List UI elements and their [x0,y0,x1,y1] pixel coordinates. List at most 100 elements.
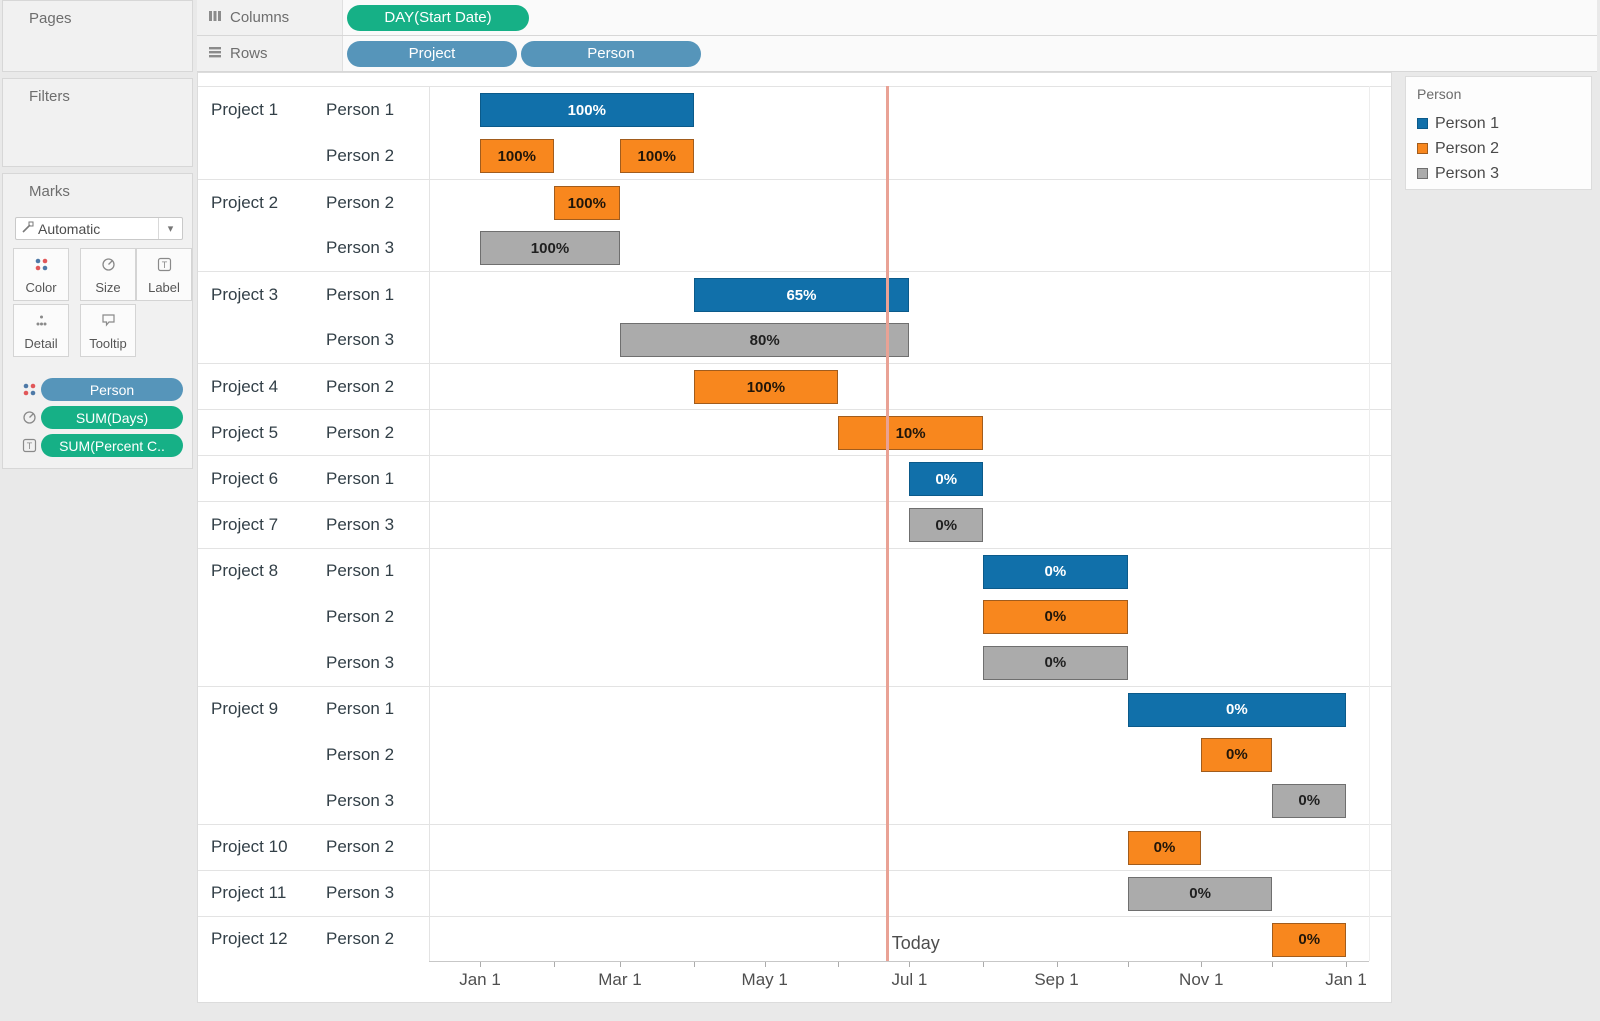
marks-pill[interactable]: Person [41,378,183,401]
gantt-bar[interactable]: 0% [1201,737,1273,772]
person-label: Person 2 [326,744,395,764]
gantt-bar[interactable]: 0% [1127,692,1346,727]
legend-item[interactable]: Person 2 [1417,136,1499,161]
project-label: Project 8 [211,561,279,581]
shelf-pill[interactable]: DAY(Start Date) [347,4,529,31]
pages-shelf[interactable]: Pages [2,0,193,72]
gantt-bar[interactable]: 0% [982,554,1128,589]
person-label: Person 2 [326,422,395,442]
axis-tick-label: May 1 [741,970,788,989]
gantt-bar[interactable]: 0% [909,508,983,543]
person-label: Person 3 [326,883,395,903]
marks-panel-label: Marks [29,183,70,200]
legend-item-label: Person 1 [1435,114,1500,132]
project-label: Project 6 [211,468,279,488]
filters-shelf[interactable]: Filters [2,78,193,167]
automatic-mark-icon [16,221,38,237]
gantt-row: Project 8 Person 1 0% [198,547,1391,594]
size-icon [21,409,37,425]
pages-shelf-label: Pages [29,10,72,27]
rows-pill-zone[interactable]: Project Person [343,36,1597,71]
shelf-pill[interactable]: Project [347,40,517,67]
axis-tick-label: Nov 1 [1179,970,1224,989]
tooltip-icon [101,313,116,333]
gantt-row: Project 10 Person 2 0% [198,823,1391,870]
gantt-bar[interactable]: 65% [693,278,910,313]
gantt-bar[interactable]: 0% [982,645,1128,680]
gantt-bar[interactable]: 100% [480,231,620,266]
svg-text:T: T [161,260,167,270]
gantt-row: Project 5 Person 2 10% [198,409,1391,455]
gantt-bar[interactable]: 100% [693,370,839,405]
columns-pill-zone[interactable]: DAY(Start Date) [343,0,1597,35]
label-icon: T [157,257,172,277]
gantt-bar[interactable]: 0% [1127,876,1273,911]
gantt-rows: Project 1 Person 1 100% Person 2 100% 100% Pro… [198,86,1391,961]
gantt-bar[interactable]: 100% [619,139,694,174]
gantt-row: Person 3 100% [198,225,1391,271]
today-reference-line[interactable] [885,86,889,961]
legend-item[interactable]: Person 1 [1417,111,1499,136]
project-label: Project 2 [211,192,279,212]
shelf-pill[interactable]: Person [521,40,701,67]
gantt-bar[interactable]: 100% [480,93,694,128]
legend-title: Person [1417,86,1462,102]
gantt-bar[interactable]: 100% [480,139,554,174]
gantt-bar[interactable]: 0% [909,462,983,497]
gantt-bar[interactable]: 0% [1272,783,1346,818]
project-label: Project 7 [211,514,279,534]
axis-tick [1127,962,1129,967]
person-legend: Person Person 1 Person 2 Person 3 [1405,76,1592,190]
gantt-row: Project 6 Person 1 0% [198,455,1391,501]
label-button[interactable]: T Label [136,248,192,301]
detail-button[interactable]: Detail [13,304,69,357]
person-label: Person 3 [326,330,395,350]
person-label: Person 1 [326,468,395,488]
axis-tick-label: Mar 1 [598,970,642,989]
person-label: Person 1 [326,561,395,581]
gantt-row: Person 2 0% [198,732,1391,778]
project-label: Project 12 [211,929,288,949]
date-axis-line [429,961,1369,962]
size-button[interactable]: Size [80,248,136,301]
legend-item-label: Person 2 [1435,139,1500,157]
axis-tick [480,962,481,967]
tooltip-button[interactable]: Tooltip [80,304,136,357]
gantt-bar[interactable]: 80% [619,323,910,358]
gantt-row: Project 9 Person 1 0% [198,685,1391,732]
marks-panel: Marks Automatic ▾ Color Size T Label Detail T… [2,173,193,469]
marks-pill[interactable]: SUM(Days) [41,406,183,429]
columns-grid-icon [209,9,221,26]
person-label: Person 2 [326,146,395,166]
rows-shelf-label: Rows [230,45,268,62]
axis-tick [1056,962,1058,967]
person-label: Person 1 [326,100,395,120]
plot-right-border [1369,86,1370,961]
project-label: Project 10 [211,837,288,857]
gantt-row: Project 12 Person 2 0% [198,915,1391,962]
gantt-bar[interactable]: 100% [553,186,620,221]
svg-text:T: T [26,441,32,451]
person-label: Person 3 [326,652,395,672]
gantt-bar[interactable]: 0% [982,599,1128,634]
gantt-row: Person 2 100% 100% [198,133,1391,179]
marks-pill[interactable]: SUM(Percent C.. [41,434,183,457]
size-icon [101,257,116,277]
project-label: Project 9 [211,699,279,719]
gantt-row: Project 1 Person 1 100% [198,87,1391,133]
gantt-bar[interactable]: 10% [838,416,983,451]
project-label: Project 1 [211,100,279,120]
gantt-bar[interactable]: 0% [1127,830,1202,865]
person-label: Person 2 [326,837,395,857]
legend-item[interactable]: Person 3 [1417,161,1499,186]
gantt-row: Project 7 Person 3 0% [198,501,1391,547]
header-body-divider [429,86,430,961]
color-button[interactable]: Color [13,248,69,301]
chevron-down-icon: ▾ [158,218,182,239]
gantt-bar[interactable]: 0% [1272,922,1346,957]
mark-type-dropdown[interactable]: Automatic ▾ [15,217,183,240]
gantt-row: Project 4 Person 2 100% [198,363,1391,409]
legend-swatch [1417,143,1428,154]
person-label: Person 3 [326,238,395,258]
axis-tick [693,962,695,967]
